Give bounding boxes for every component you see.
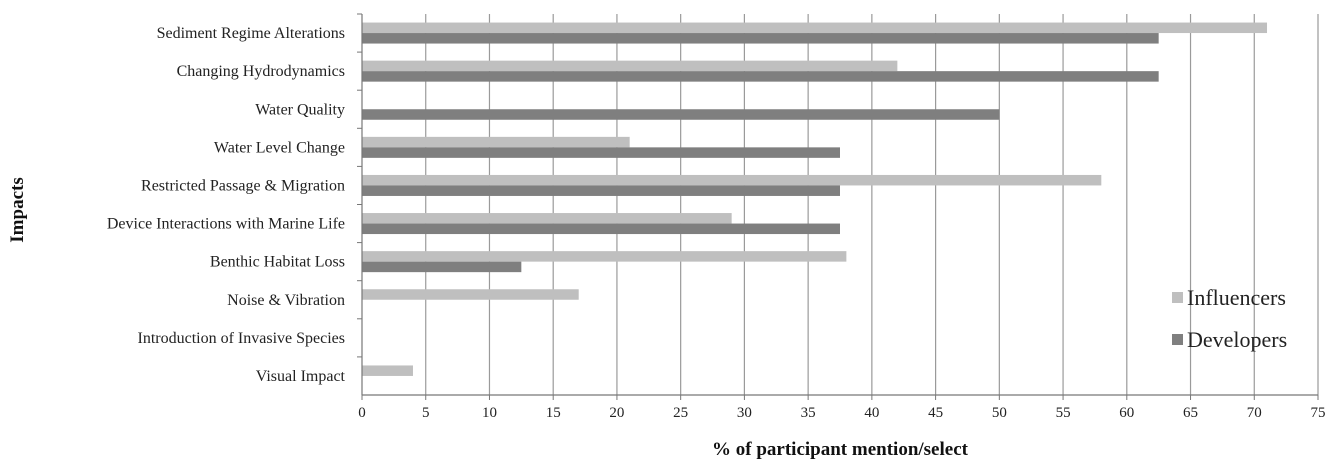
x-tick-label: 10 xyxy=(482,405,497,421)
axes xyxy=(357,13,1319,400)
category-label: Device Interactions with Marine Life xyxy=(107,216,345,233)
x-tick-label: 55 xyxy=(1056,405,1071,421)
x-tick-label: 45 xyxy=(928,405,943,421)
bar-developers xyxy=(362,185,840,196)
x-tick-label: 40 xyxy=(864,405,879,421)
bar-influencers xyxy=(362,22,1268,34)
bars xyxy=(362,22,1268,376)
bar-developers xyxy=(362,33,1159,44)
category-label: Sediment Regime Alterations xyxy=(157,25,345,42)
legend-label-influencers: Influencers xyxy=(1187,285,1286,310)
legend-label-developers: Developers xyxy=(1187,327,1287,352)
legend: Influencers Developers xyxy=(1172,285,1287,352)
bar-developers xyxy=(362,223,840,235)
bar-influencers xyxy=(362,213,732,224)
x-tick-label: 75 xyxy=(1311,405,1326,421)
x-tick-label: 20 xyxy=(609,405,624,421)
x-tick-label: 25 xyxy=(673,405,688,421)
x-axis-title: % of participant mention/select xyxy=(712,439,969,460)
bar-influencers xyxy=(362,174,1102,186)
category-label: Introduction of Invasive Species xyxy=(138,330,346,347)
category-label: Water Level Change xyxy=(214,139,345,156)
category-label: Benthic Habitat Loss xyxy=(210,254,345,271)
bar-influencers xyxy=(362,136,630,148)
legend-swatch-developers xyxy=(1172,334,1183,345)
x-tick-label: 35 xyxy=(801,405,816,421)
bar-developers xyxy=(362,71,1159,82)
x-tick-labels: 0 5 10 15 20 25 30 35 40 45 50 55 60 65 70 75 xyxy=(358,405,1325,421)
x-tick-label: 5 xyxy=(422,405,430,421)
bar-developers xyxy=(362,147,840,158)
x-tick-label: 30 xyxy=(737,405,752,421)
bar-influencers xyxy=(362,365,413,376)
bar-developers xyxy=(362,109,1000,120)
x-tick-label: 15 xyxy=(546,405,561,421)
y-axis-title: Impacts xyxy=(7,177,28,242)
category-label: Water Quality xyxy=(255,101,345,118)
bar-developers xyxy=(362,261,522,273)
legend-swatch-influencers xyxy=(1172,292,1183,303)
x-tick-label: 50 xyxy=(992,405,1007,421)
category-label: Restricted Passage & Migration xyxy=(141,177,345,194)
category-label: Noise & Vibration xyxy=(227,292,345,309)
x-tick-label: 70 xyxy=(1247,405,1262,421)
bar-influencers xyxy=(362,60,898,72)
category-label: Changing Hydrodynamics xyxy=(177,63,345,80)
category-label: Visual Impact xyxy=(256,368,346,385)
x-tick-label: 60 xyxy=(1119,405,1134,421)
category-labels: Sediment Regime Alterations Changing Hydr… xyxy=(107,25,346,385)
bar-influencers xyxy=(362,289,579,300)
bar-influencers xyxy=(362,251,847,262)
x-tick-label: 0 xyxy=(358,405,366,421)
x-tick-label: 65 xyxy=(1183,405,1198,421)
